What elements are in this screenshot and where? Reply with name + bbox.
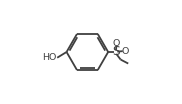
- Text: S: S: [112, 45, 119, 58]
- Text: HO: HO: [42, 53, 57, 62]
- Text: O: O: [113, 39, 120, 48]
- Text: O: O: [122, 47, 129, 56]
